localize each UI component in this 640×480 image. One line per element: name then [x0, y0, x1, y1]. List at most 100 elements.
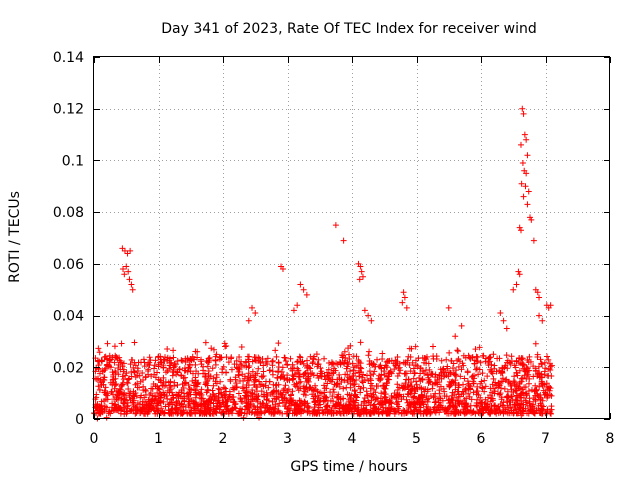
- data-point: [391, 390, 398, 397]
- data-point: [117, 366, 124, 373]
- data-point: [312, 393, 319, 400]
- data-point: [394, 381, 401, 388]
- data-point: [146, 354, 153, 361]
- data-point: [350, 367, 357, 374]
- data-point: [311, 398, 318, 405]
- data-point: [148, 398, 155, 405]
- data-point: [411, 369, 418, 376]
- data-point: [306, 364, 313, 371]
- data-point: [351, 408, 358, 415]
- data-point: [110, 371, 117, 378]
- data-point: [161, 392, 168, 399]
- data-point: [409, 393, 416, 400]
- data-point: [181, 367, 188, 374]
- data-point: [96, 349, 103, 356]
- data-point: [105, 363, 112, 370]
- data-point: [476, 344, 483, 351]
- data-point: [174, 369, 181, 376]
- data-point: [508, 409, 515, 416]
- data-point: [122, 372, 129, 379]
- data-point: [456, 401, 463, 408]
- data-point: [297, 281, 304, 288]
- data-point: [460, 406, 467, 413]
- data-point: [449, 392, 456, 399]
- data-point: [192, 394, 199, 401]
- data-point: [275, 363, 282, 370]
- data-point: [405, 353, 412, 360]
- data-point: [121, 396, 128, 403]
- data-point: [388, 357, 395, 364]
- data-point: [341, 377, 348, 384]
- data-point: [517, 227, 524, 234]
- data-point: [97, 379, 104, 386]
- data-point: [465, 380, 472, 387]
- data-point: [400, 289, 407, 296]
- data-point: [122, 392, 129, 399]
- data-point: [281, 394, 288, 401]
- data-point: [154, 407, 161, 414]
- data-point: [536, 294, 543, 301]
- data-point: [455, 356, 462, 363]
- data-point: [248, 398, 255, 405]
- data-point: [98, 382, 105, 389]
- data-point: [519, 105, 526, 112]
- data-point: [158, 356, 165, 363]
- data-point: [519, 386, 526, 393]
- data-point: [131, 368, 138, 375]
- data-point: [172, 400, 179, 407]
- data-point: [146, 392, 153, 399]
- data-point: [394, 386, 401, 393]
- data-point: [516, 367, 523, 374]
- data-point: [350, 373, 357, 380]
- data-point: [112, 405, 119, 412]
- data-point: [175, 395, 182, 402]
- data-point: [101, 376, 108, 383]
- data-point: [507, 360, 514, 367]
- data-point: [409, 359, 416, 366]
- data-point: [120, 391, 127, 398]
- data-point: [367, 385, 374, 392]
- data-point: [380, 368, 387, 375]
- data-point: [351, 387, 358, 394]
- data-point: [127, 247, 134, 254]
- data-point: [519, 407, 526, 414]
- data-point: [472, 346, 479, 353]
- data-point: [170, 347, 177, 354]
- data-point: [238, 343, 245, 350]
- data-point: [312, 409, 319, 416]
- data-point: [288, 391, 295, 398]
- data-point: [130, 400, 137, 407]
- data-point: [149, 385, 156, 392]
- data-point: [448, 357, 455, 364]
- data-point: [379, 350, 386, 357]
- data-point: [241, 373, 248, 380]
- y-tick-label: 0.06: [53, 257, 84, 273]
- data-point: [118, 395, 125, 402]
- data-point: [195, 403, 202, 410]
- data-point: [273, 353, 280, 360]
- data-point: [216, 386, 223, 393]
- data-point: [416, 374, 423, 381]
- data-point: [112, 382, 119, 389]
- data-point: [536, 383, 543, 390]
- data-point: [128, 407, 135, 414]
- data-point: [121, 247, 128, 254]
- data-point: [512, 406, 519, 413]
- data-point: [117, 386, 124, 393]
- data-point: [363, 388, 370, 395]
- data-point: [391, 366, 398, 373]
- data-point: [296, 373, 303, 380]
- data-point: [367, 390, 374, 397]
- data-point: [108, 389, 115, 396]
- data-point: [411, 399, 418, 406]
- data-point: [99, 367, 106, 374]
- data-point: [184, 409, 191, 416]
- data-point: [101, 387, 108, 394]
- data-point: [336, 358, 343, 365]
- data-point: [160, 410, 167, 417]
- data-point: [373, 408, 380, 415]
- data-point: [210, 375, 217, 382]
- data-point: [182, 404, 189, 411]
- data-point: [305, 375, 312, 382]
- data-point: [386, 397, 393, 404]
